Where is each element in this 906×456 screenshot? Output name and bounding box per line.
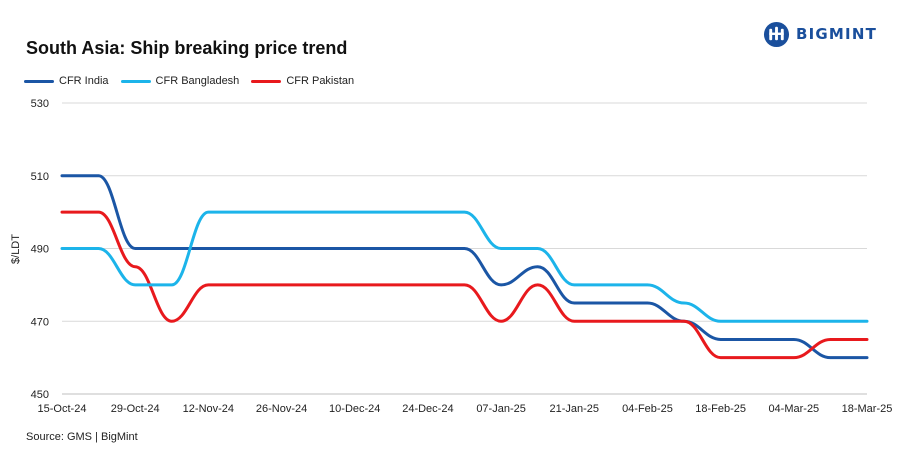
y-tick-label: 510 [31,171,49,183]
x-tick-label: 15-Oct-24 [38,403,87,415]
chart-legend: CFR India CFR Bangladesh CFR Pakistan [24,75,366,87]
legend-item-cfr-india: CFR India [24,75,109,87]
series-line-cfr-bangladesh [60,210,869,323]
y-tick-label: 450 [31,389,49,401]
x-tick-label: 24-Dec-24 [402,403,453,415]
x-tick-label: 26-Nov-24 [256,403,307,415]
bigmint-logo: BIGMINT [763,19,903,49]
x-tick-label: 04-Mar-25 [768,403,819,415]
x-tick-label: 04-Feb-25 [622,403,673,415]
y-tick-label: 470 [31,316,49,328]
x-tick-label: 18-Mar-25 [842,403,893,415]
legend-label-cfr-bangladesh: CFR Bangladesh [155,75,240,87]
series-line-cfr-pakistan [60,210,869,360]
series-line-cfr-india [60,174,869,360]
y-tick-label: 530 [31,98,49,110]
legend-swatch-cfr-pakistan [251,79,282,83]
legend-swatch-cfr-india [24,79,54,83]
y-axis-label: $/LDT [10,234,22,264]
y-tick-label: 490 [31,244,49,256]
legend-label-cfr-pakistan: CFR Pakistan [286,75,355,87]
x-tick-label: 10-Dec-24 [329,403,380,415]
x-tick-label: 18-Feb-25 [695,403,746,415]
chart-title: South Asia: Ship breaking price trend [26,38,348,58]
x-tick-label: 29-Oct-24 [111,403,160,415]
x-tick-label: 07-Jan-25 [476,403,526,415]
legend-swatch-cfr-bangladesh [120,79,151,83]
legend-item-cfr-bangladesh: CFR Bangladesh [120,75,240,87]
bigmint-logo-icon [763,21,790,47]
x-tick-label: 12-Nov-24 [183,403,234,415]
legend-item-cfr-pakistan: CFR Pakistan [251,75,354,87]
bigmint-logo-text: BIGMINT [796,25,878,43]
source-note: Source: GMS | BigMint [26,431,138,443]
x-tick-label: 21-Jan-25 [549,403,599,415]
legend-label-cfr-india: CFR India [59,75,109,87]
